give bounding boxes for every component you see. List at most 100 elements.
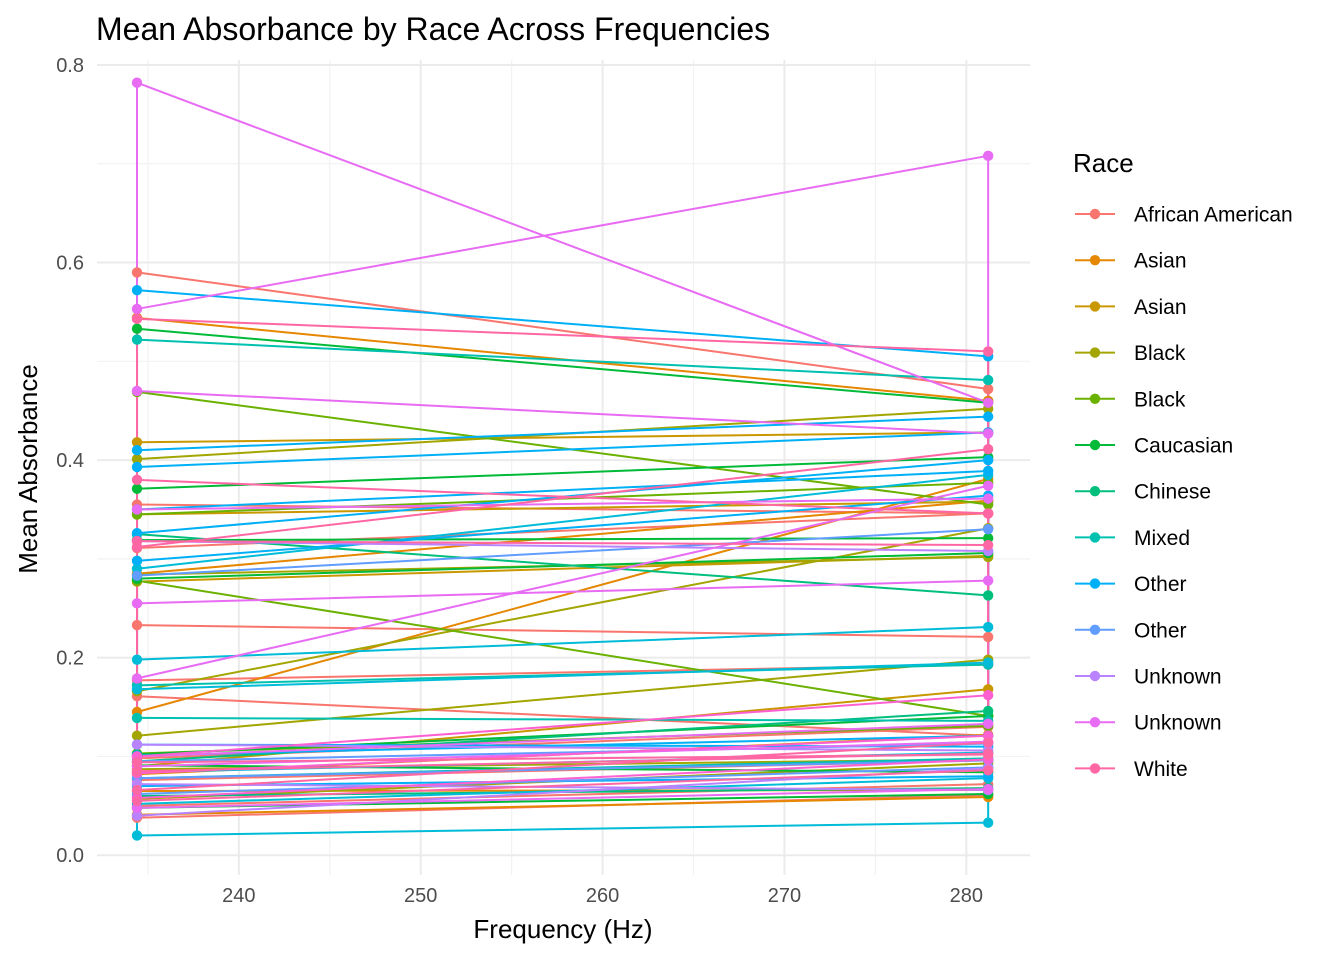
series-line <box>136 741 989 792</box>
data-point <box>131 385 143 397</box>
legend-key-point <box>1089 439 1101 451</box>
legend-key-point <box>1089 486 1101 497</box>
legend-key-point <box>1089 578 1101 589</box>
data-point <box>982 508 994 519</box>
data-point <box>131 445 143 456</box>
series-line <box>136 484 989 680</box>
legend-label: Unknown <box>1134 666 1222 689</box>
data-point <box>982 765 994 776</box>
series-line <box>137 716 989 722</box>
x-tick-label: 260 <box>586 885 619 907</box>
series-line <box>136 624 989 638</box>
series-points <box>131 77 994 841</box>
series-line <box>137 540 989 547</box>
series-line <box>136 81 989 404</box>
legend-item: Asian <box>1075 250 1187 273</box>
series-line <box>136 766 989 795</box>
major-gridlines <box>97 60 1030 875</box>
series-line <box>136 478 989 515</box>
data-point <box>982 705 994 717</box>
series-line <box>136 783 989 807</box>
series-line <box>136 497 989 511</box>
series-line <box>136 456 989 490</box>
legend-label: Asian <box>1134 250 1187 273</box>
legend-key-point <box>1089 717 1101 728</box>
legend-label: Black <box>1134 342 1186 365</box>
series-line <box>136 473 989 570</box>
data-point <box>982 539 994 551</box>
data-point <box>982 590 994 601</box>
legend-key-point <box>1089 670 1101 682</box>
data-point <box>131 619 143 631</box>
data-point <box>131 739 143 750</box>
data-point <box>131 461 143 473</box>
data-point <box>982 444 994 455</box>
x-tick-label: 240 <box>222 885 255 907</box>
series-line <box>136 788 989 809</box>
series-line <box>136 338 989 382</box>
legend-label: African American <box>1134 204 1293 227</box>
data-point <box>131 673 143 684</box>
data-point <box>131 77 143 88</box>
legend-title: Race <box>1073 148 1134 178</box>
series-line <box>136 694 989 758</box>
legend-item: Mixed <box>1075 527 1190 550</box>
data-point <box>982 454 994 466</box>
series-line <box>136 389 989 435</box>
data-point <box>131 267 143 278</box>
series-line <box>136 758 989 799</box>
series-line <box>136 500 989 516</box>
legend-key-point <box>1089 208 1101 220</box>
legend-item: Unknown <box>1075 712 1222 735</box>
series-line <box>136 154 989 310</box>
legend-key-point <box>1089 763 1101 774</box>
data-point <box>131 784 143 796</box>
data-point <box>131 535 143 547</box>
x-axis-tick-labels: 240 250 260 270 280 <box>222 885 983 907</box>
legend-item: Black <box>1075 388 1186 411</box>
series-line <box>136 469 989 511</box>
legend-item: Caucasian <box>1075 435 1233 458</box>
data-point <box>982 621 994 633</box>
series-line <box>136 795 989 816</box>
series-line <box>136 494 989 562</box>
data-point <box>131 527 143 539</box>
data-point <box>982 690 994 701</box>
data-point <box>131 555 143 567</box>
legend-key-point <box>1089 347 1101 358</box>
legend-label: Black <box>1134 388 1186 411</box>
data-point <box>131 757 143 768</box>
data-point <box>131 795 143 807</box>
y-tick-label: 0.8 <box>56 55 84 77</box>
legend-item: Chinese <box>1075 481 1211 504</box>
data-point <box>131 303 143 315</box>
legend-item: Unknown <box>1075 666 1222 689</box>
legend-label: Mixed <box>1134 527 1190 550</box>
series-line <box>136 528 989 577</box>
series-line <box>137 537 989 542</box>
data-point <box>131 284 143 296</box>
data-point <box>982 428 994 439</box>
data-point <box>982 346 994 357</box>
data-point <box>982 575 994 586</box>
series-line <box>136 722 989 758</box>
legend-item: Black <box>1075 342 1186 365</box>
data-point <box>131 474 143 486</box>
data-point <box>131 730 143 741</box>
legend-key-point <box>1089 301 1101 312</box>
data-point <box>982 631 994 643</box>
series-line <box>136 661 989 691</box>
series-line <box>136 579 989 717</box>
data-point <box>131 323 143 334</box>
x-tick-label: 250 <box>404 885 437 907</box>
legend-key-point <box>1089 624 1101 635</box>
series-line <box>136 658 989 737</box>
legend-item: Asian <box>1075 296 1187 319</box>
legend-item: Other <box>1075 619 1187 642</box>
data-point <box>982 718 994 730</box>
y-tick-label: 0.0 <box>56 845 84 867</box>
y-tick-label: 0.6 <box>56 253 84 275</box>
series-line <box>136 271 989 390</box>
series-line <box>136 317 989 353</box>
data-point <box>982 480 994 491</box>
